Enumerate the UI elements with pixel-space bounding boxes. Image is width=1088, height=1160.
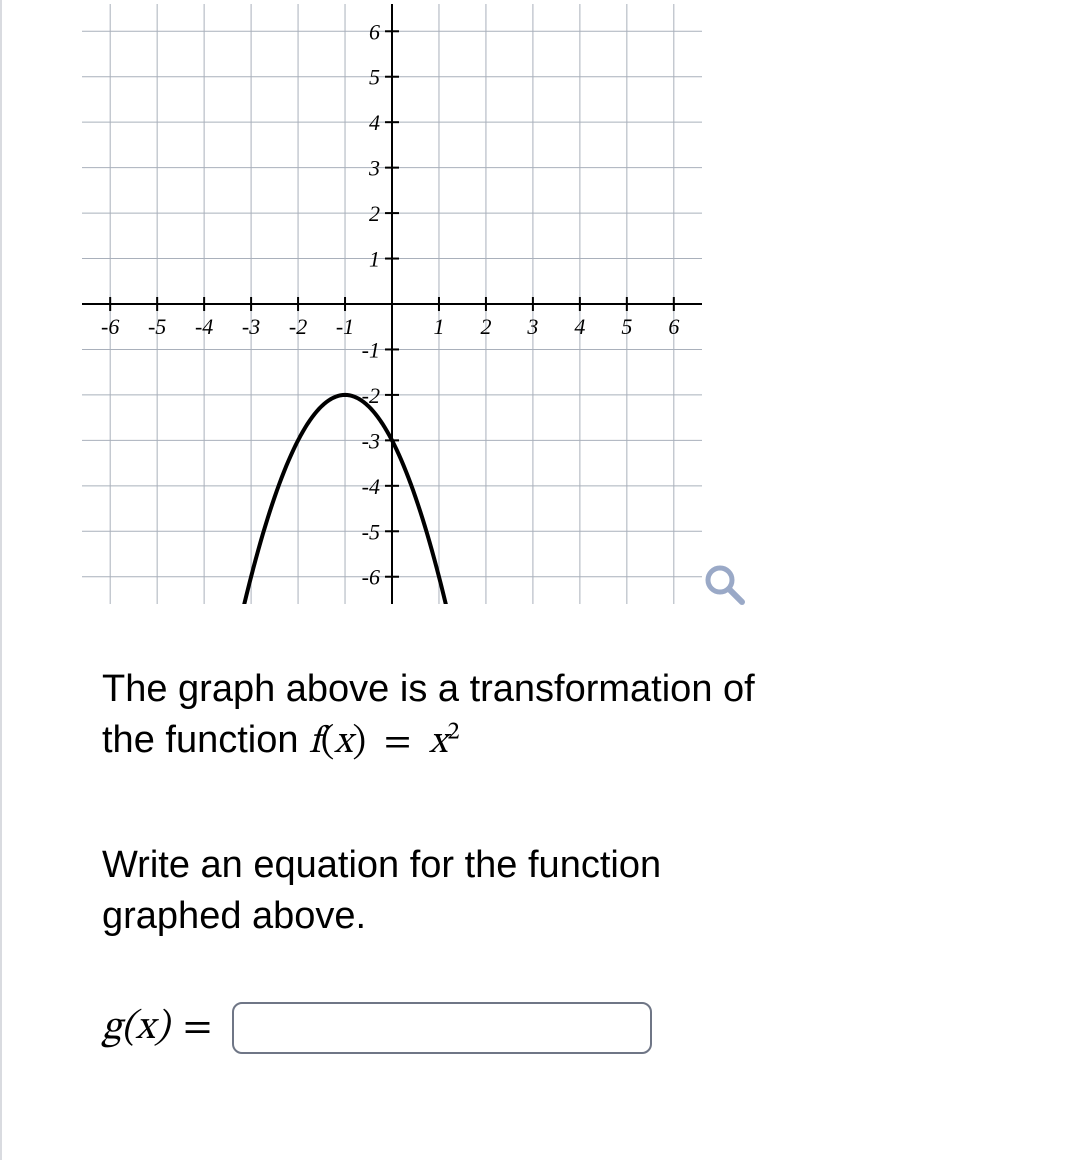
- prompt-text-2: Write an equation for the function graph…: [102, 840, 982, 943]
- cartesian-graph: -6-5-4-3-2-1123456654321-1-2-3-4-5-6: [82, 4, 702, 604]
- equals-sign: =: [183, 1003, 212, 1053]
- function-expression: f(x) = x2: [309, 724, 460, 762]
- svg-text:3: 3: [368, 156, 380, 181]
- svg-text:-3: -3: [362, 428, 380, 453]
- answer-lhs: g(x): [102, 1003, 169, 1053]
- prompt-line: graphed above.: [102, 895, 366, 937]
- graph-container: -6-5-4-3-2-1123456654321-1-2-3-4-5-6: [82, 4, 702, 604]
- prompt-line: Write an equation for the function: [102, 844, 661, 886]
- svg-text:1: 1: [369, 247, 380, 272]
- magnifier-icon[interactable]: [702, 562, 748, 608]
- svg-text:5: 5: [621, 314, 632, 339]
- question-page: -6-5-4-3-2-1123456654321-1-2-3-4-5-6 The…: [0, 0, 1088, 1160]
- svg-text:2: 2: [369, 201, 380, 226]
- svg-text:1: 1: [433, 314, 444, 339]
- prompt-line: the function: [102, 719, 309, 761]
- svg-text:-6: -6: [101, 314, 119, 339]
- prompt-text-1: The graph above is a transformation of t…: [102, 664, 982, 770]
- svg-text:-6: -6: [362, 565, 380, 590]
- svg-text:2: 2: [480, 314, 491, 339]
- svg-text:-5: -5: [362, 519, 380, 544]
- svg-text:5: 5: [369, 65, 380, 90]
- svg-text:-4: -4: [362, 474, 380, 499]
- svg-text:-3: -3: [242, 314, 260, 339]
- svg-text:-1: -1: [336, 314, 354, 339]
- answer-input[interactable]: [232, 1002, 652, 1054]
- svg-text:6: 6: [668, 314, 679, 339]
- svg-text:4: 4: [574, 314, 585, 339]
- svg-text:6: 6: [369, 19, 380, 44]
- answer-row: g(x) =: [102, 1002, 1048, 1054]
- prompt-line: The graph above is a transformation of: [102, 668, 755, 710]
- svg-text:-5: -5: [148, 314, 166, 339]
- svg-text:-4: -4: [195, 314, 213, 339]
- svg-text:3: 3: [526, 314, 538, 339]
- svg-text:-1: -1: [362, 337, 380, 362]
- svg-text:-2: -2: [289, 314, 307, 339]
- svg-text:4: 4: [369, 110, 380, 135]
